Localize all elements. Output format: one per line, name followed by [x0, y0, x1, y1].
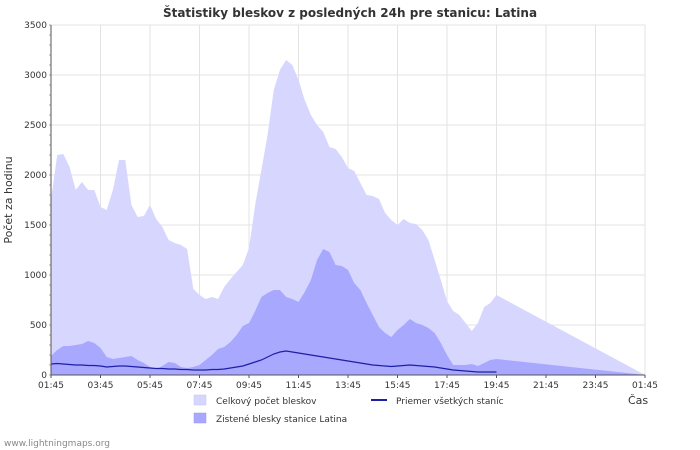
legend-swatch-total	[193, 394, 207, 406]
line-average-all-stations	[50, 350, 497, 373]
y-tick-label: 500	[30, 321, 47, 331]
y-axis-label: Počet za hodinu	[2, 156, 15, 243]
x-tick-label: 17:45	[434, 381, 460, 391]
x-tick-label: 03:45	[88, 381, 114, 391]
x-axis-label: Čas	[628, 394, 648, 407]
legend-label-average: Priemer všetkých staníc	[396, 396, 504, 407]
area-total-strikes	[51, 60, 645, 375]
footer-source-link[interactable]: www.lightningmaps.org	[4, 439, 110, 449]
x-tick-label: 05:45	[137, 381, 163, 391]
x-tick-label: 01:45	[38, 381, 64, 391]
legend: Celkový počet bleskov Priemer všetkých s…	[193, 394, 504, 425]
legend-label-total: Celkový počet bleskov	[216, 396, 317, 407]
x-tick-label: 07:45	[187, 381, 213, 391]
y-tick-label: 2500	[24, 121, 47, 131]
y-tick-label: 1000	[24, 271, 47, 281]
x-tick-label: 01:45	[632, 381, 658, 391]
series-areas	[51, 60, 645, 375]
y-tick-label: 1500	[24, 221, 47, 231]
axes	[49, 24, 646, 378]
area-station-strikes	[51, 249, 645, 375]
x-tick-label: 19:45	[484, 381, 510, 391]
y-tick-labels: 0 500 1000 1500 2000 2500 3000 3500	[24, 21, 47, 381]
y-tick-label: 2000	[24, 171, 47, 181]
chart-title: Štatistiky bleskov z posledných 24h pre …	[163, 5, 537, 20]
y-tick-label: 3000	[24, 71, 47, 81]
y-tick-label: 0	[41, 371, 47, 381]
y-tick-label: 3500	[24, 21, 47, 31]
x-tick-labels: 01:45 03:45 05:45 07:45 09:45 11:45 13:45 15:45…	[38, 381, 658, 391]
x-tick-label: 09:45	[236, 381, 262, 391]
legend-swatch-station	[193, 412, 207, 424]
x-tick-label: 11:45	[286, 381, 312, 391]
x-tick-label: 21:45	[533, 381, 559, 391]
x-tick-label: 13:45	[335, 381, 361, 391]
x-tick-label: 15:45	[385, 381, 411, 391]
x-tick-label: 23:45	[583, 381, 609, 391]
series-lines	[50, 350, 497, 373]
legend-label-station: Zistené blesky stanice Latina	[216, 414, 347, 425]
